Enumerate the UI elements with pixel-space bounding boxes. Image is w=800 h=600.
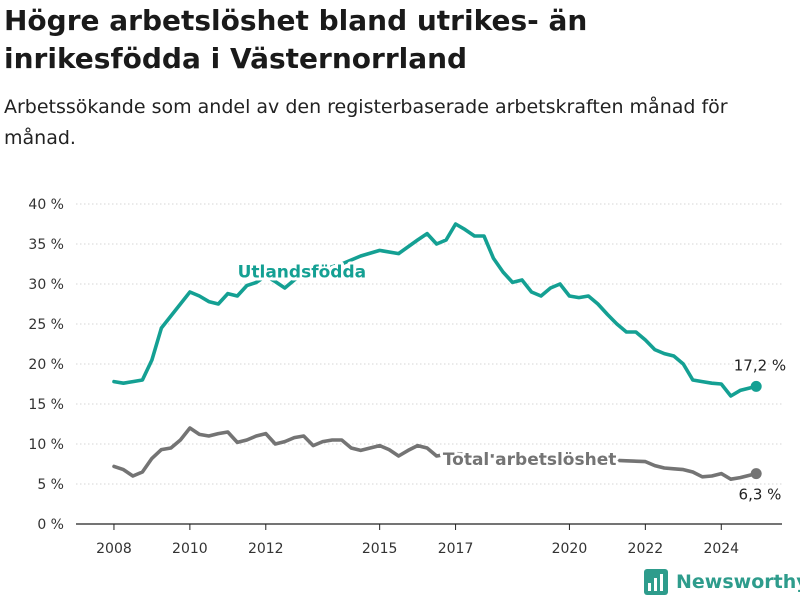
series-label-total: Total arbetslöshet — [443, 450, 617, 470]
x-axis: 2008 2010 2012 2015 2017 2020 2022 2024 — [76, 523, 782, 557]
end-value-total: 6,3 % — [739, 486, 782, 504]
x-tick-label: 2020 — [552, 541, 588, 557]
x-tick-label: 2010 — [172, 541, 208, 557]
grid-lines — [76, 203, 782, 485]
y-tick-label: 20 % — [28, 357, 64, 373]
x-tick-label: 2022 — [628, 541, 664, 557]
series-end-point-0 — [750, 380, 762, 392]
y-tick-label: 30 % — [28, 277, 64, 293]
page-subtitle: Arbetssökande som andel av den registerb… — [4, 96, 728, 149]
x-tick-label: 2008 — [96, 541, 132, 557]
y-tick-label: 35 % — [28, 237, 64, 253]
series-line-0 — [112, 222, 759, 398]
brand-name: Newsworthy — [676, 571, 800, 593]
y-tick-label: 40 % — [28, 197, 64, 213]
x-tick-label: 2012 — [248, 541, 284, 557]
end-value-utlandsfodda: 17,2 % — [734, 356, 786, 374]
y-tick-label: 10 % — [28, 437, 64, 453]
y-tick-label: 5 % — [37, 477, 64, 493]
y-tick-label: 25 % — [28, 317, 64, 333]
y-axis: 0 % 5 % 10 % 15 % 20 % 25 % 30 % 35 % 40 % — [28, 197, 64, 533]
x-tick-label: 2015 — [362, 541, 398, 557]
y-tick-label: 15 % — [28, 397, 64, 413]
brand-logo: Newsworthy — [644, 566, 800, 598]
bar-chart-logo-icon — [644, 569, 668, 595]
y-tick-label: 0 % — [37, 517, 64, 533]
series-end-point-1 — [750, 468, 762, 480]
page-title: Högre arbetslöshet bland utrikes- än inr… — [4, 4, 588, 75]
series-line-1 — [112, 426, 759, 482]
label-layer: Utlandsfödda Total arbetslöshet 17,2 % 6,3 … — [235, 260, 789, 506]
series-layer — [112, 222, 762, 482]
x-tick-label: 2017 — [438, 541, 474, 557]
x-tick-label: 2024 — [703, 541, 739, 557]
series-label-utlandsfodda: Utlandsfödda — [238, 263, 367, 283]
